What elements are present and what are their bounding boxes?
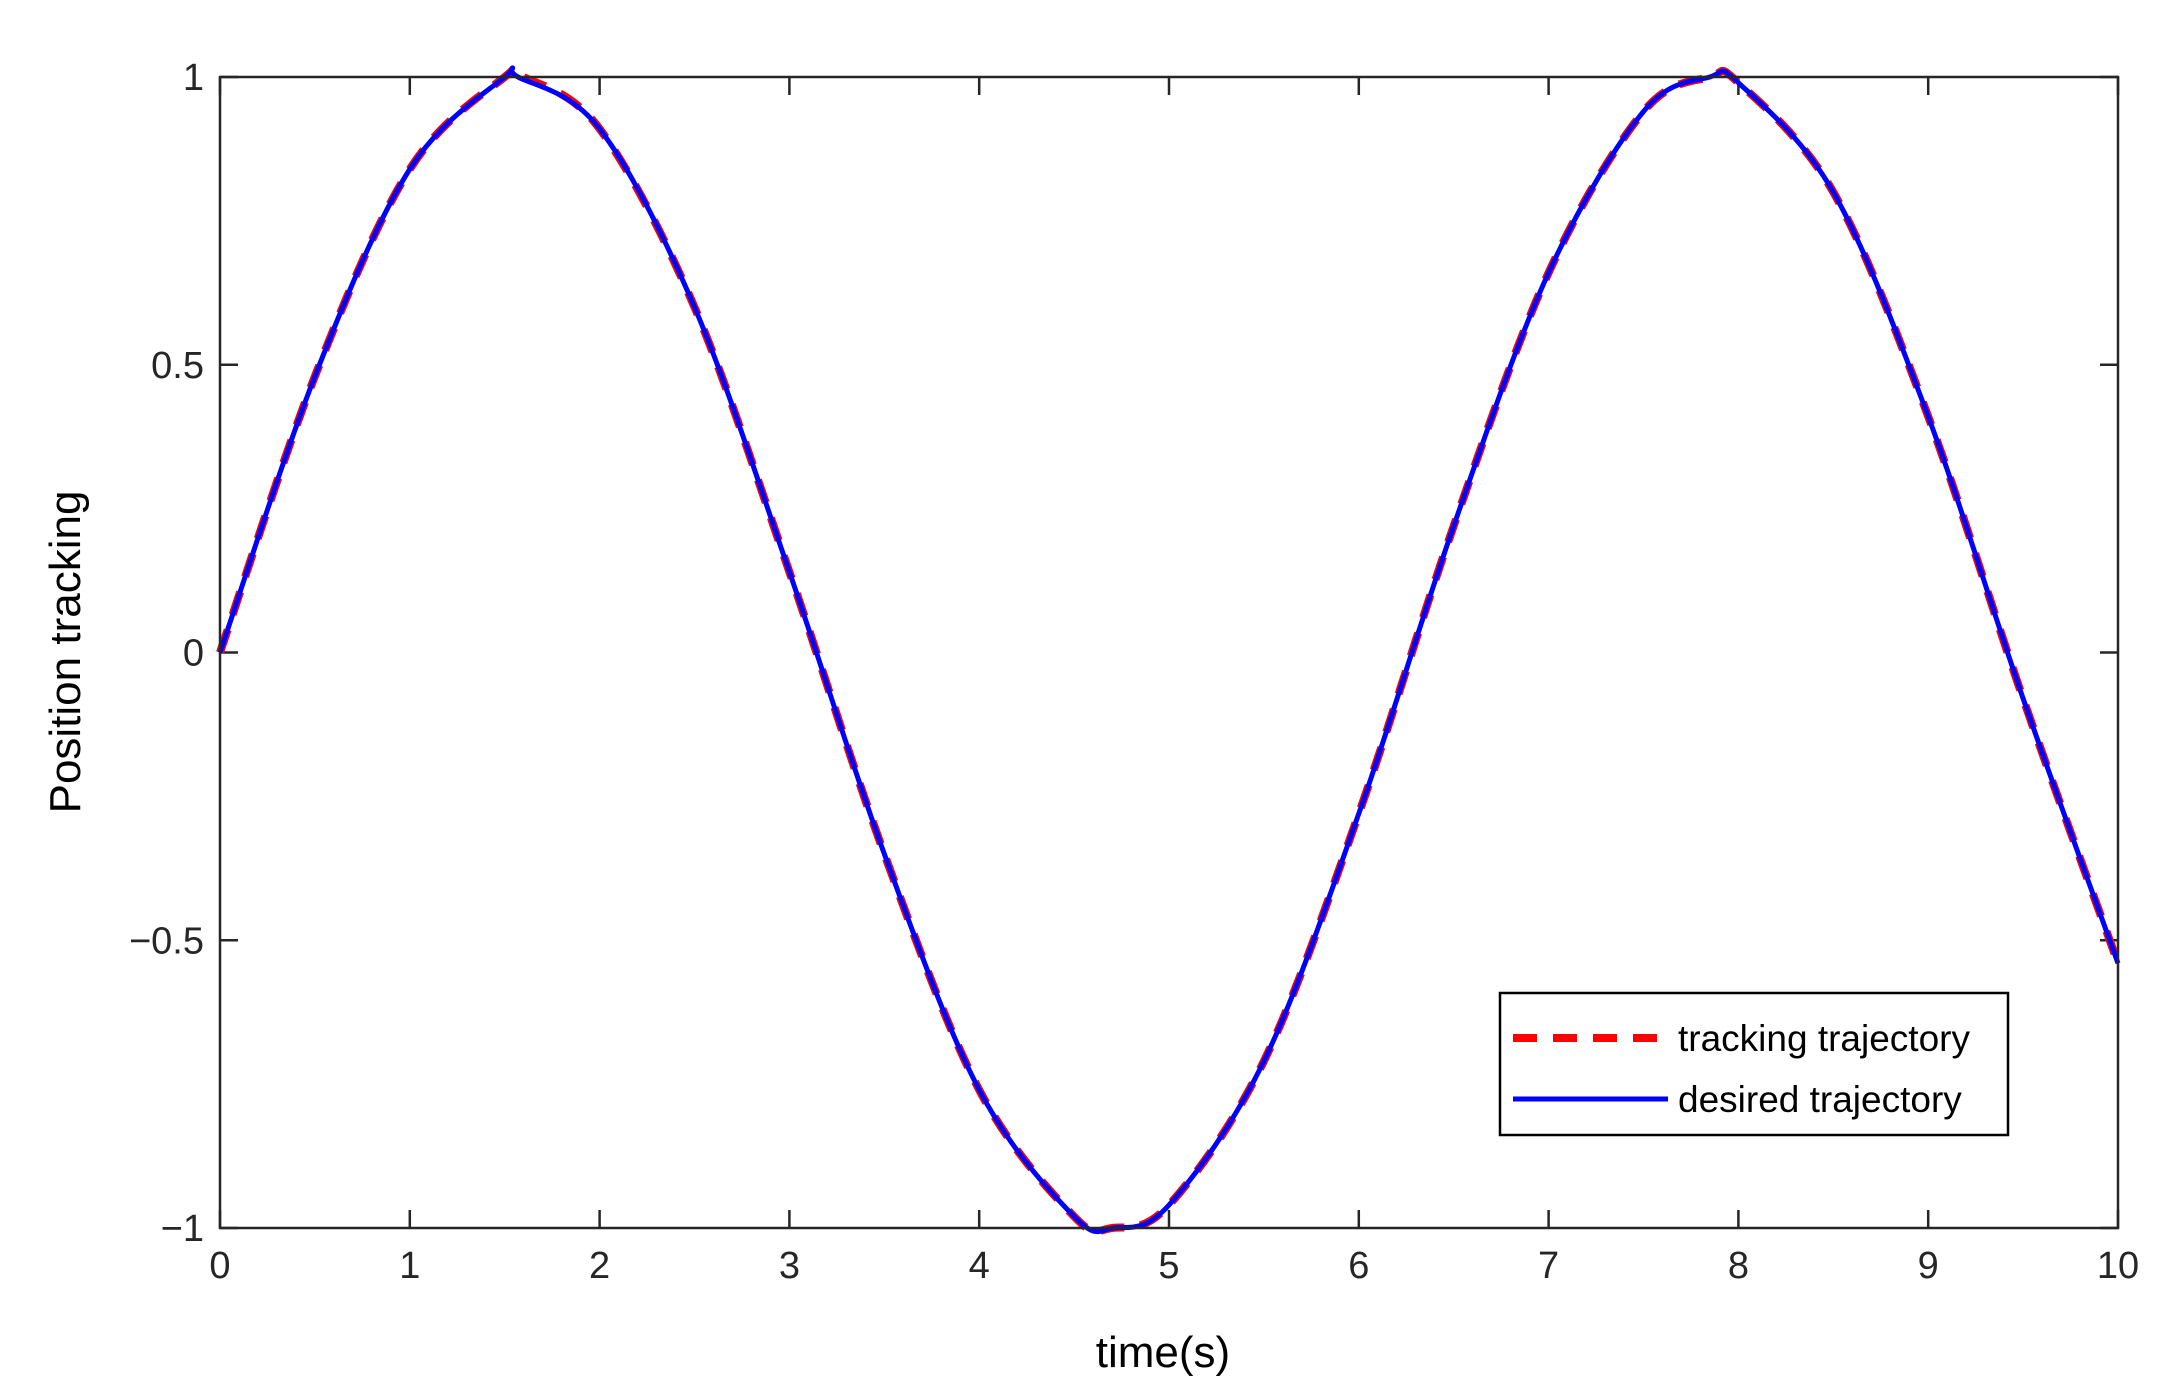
ticks-layer: 0 1 2 3 4 5 6 7 8 9 10 −1 −0.5 0 0.5 1 [129, 57, 2139, 1287]
y-tick-label: 0 [183, 633, 204, 675]
x-tick-label: 6 [1348, 1245, 1369, 1287]
y-tick-label: 0.5 [151, 345, 204, 387]
x-tick-label: 1 [399, 1245, 420, 1287]
y-tick-label: −0.5 [129, 920, 204, 962]
x-tick-label: 7 [1538, 1245, 1559, 1287]
plot-frame [218, 75, 2120, 1230]
x-tick-label: 10 [2097, 1245, 2139, 1287]
x-tick-label: 2 [589, 1245, 610, 1287]
x-tick-label: 0 [209, 1245, 230, 1287]
x-tick-label: 9 [1918, 1245, 1939, 1287]
y-tick-label: 1 [183, 57, 204, 99]
y-tick-label: −1 [161, 1208, 204, 1250]
x-tick-label: 5 [1158, 1245, 1179, 1287]
legend-box [1498, 991, 2010, 1137]
y-axis-label: Position tracking [41, 491, 90, 814]
legend-label-tracking: tracking trajectory [1678, 1018, 1970, 1059]
legend-label-desired: desired trajectory [1678, 1079, 1962, 1120]
x-tick-label: 3 [779, 1245, 800, 1287]
legend: tracking trajectory desired trajectory [1498, 991, 2010, 1137]
x-tick-label: 4 [969, 1245, 990, 1287]
x-axis-label: time(s) [1096, 1328, 1230, 1377]
x-tick-label: 8 [1728, 1245, 1749, 1287]
